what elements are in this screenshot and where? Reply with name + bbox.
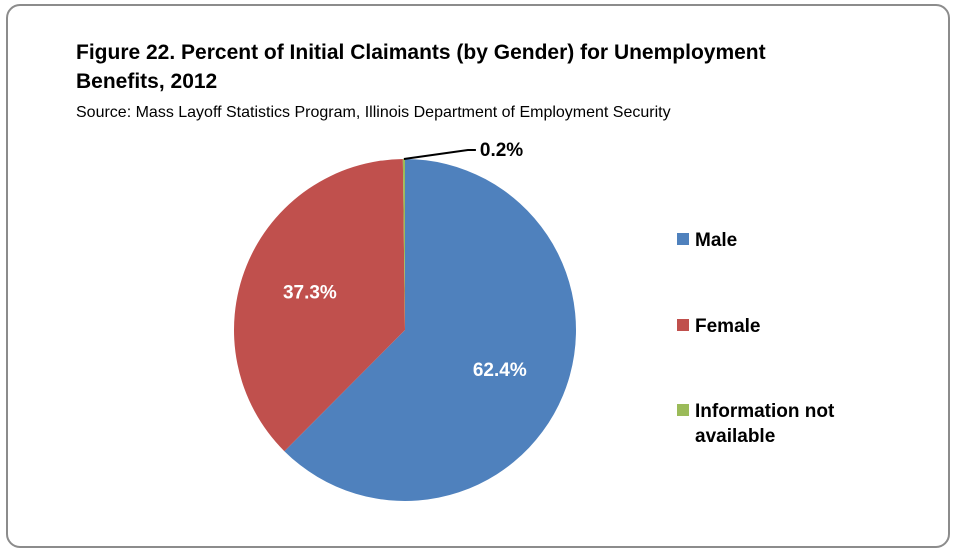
leader-line-information-not-available: [403, 149, 476, 160]
legend-item-female: Female: [677, 314, 875, 339]
legend-item-male: Male: [677, 228, 875, 253]
slice-male: [284, 159, 576, 501]
chart-subtitle: Source: Mass Layoff Statistics Program, …: [76, 104, 671, 121]
legend-swatch-information-not-available: [677, 404, 689, 416]
data-label-female: 37.3%: [283, 282, 337, 303]
legend-label-male: Male: [695, 230, 738, 251]
legend-swatch-male: [677, 233, 689, 245]
slice-female: [233, 159, 405, 452]
chart-title: Figure 22. Percent of Initial Claimants …: [76, 41, 766, 93]
data-label-information-not-available: 0.2%: [480, 140, 523, 161]
data-label-male: 62.4%: [473, 360, 527, 381]
slice-information-not-available: [402, 158, 405, 330]
legend-swatch-female: [677, 319, 689, 331]
legend-item-information-not-available: Information not available: [677, 399, 875, 449]
legend-label-female: Female: [695, 316, 761, 337]
legend-label-information-not-available: Information not available: [695, 401, 835, 447]
